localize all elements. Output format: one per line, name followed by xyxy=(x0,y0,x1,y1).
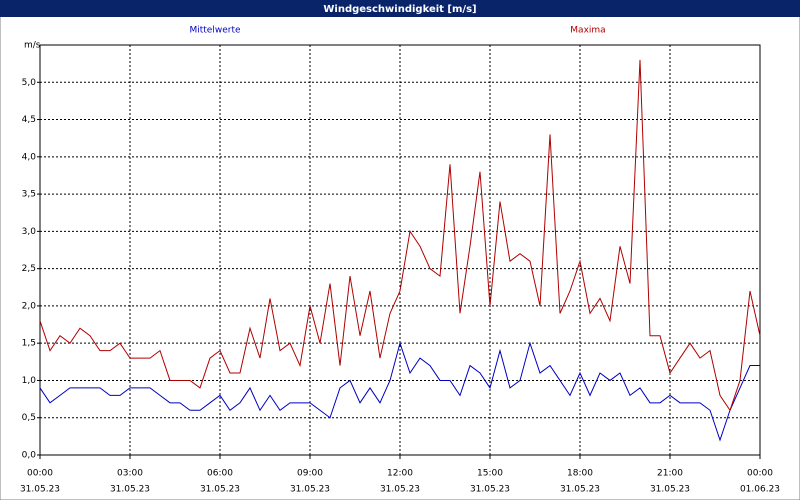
x-tick-date: 01.06.23 xyxy=(740,485,780,495)
x-tick-label: 15:00 xyxy=(477,469,503,479)
y-tick-label: 0,0 xyxy=(22,451,37,461)
y-tick-label: 2,5 xyxy=(22,264,36,274)
x-tick-label: 03:00 xyxy=(117,469,143,479)
x-tick-label: 18:00 xyxy=(567,469,593,479)
x-tick-date: 31.05.23 xyxy=(20,485,60,495)
series-line xyxy=(39,59,761,412)
x-tick-date: 31.05.23 xyxy=(560,485,600,495)
x-tick-date: 31.05.23 xyxy=(290,485,330,495)
y-tick-label: 1,5 xyxy=(22,339,36,349)
x-tick-date: 31.05.23 xyxy=(380,485,420,495)
series-line xyxy=(39,341,760,442)
y-tick-label: 5,0 xyxy=(22,78,37,88)
x-tick-label: 09:00 xyxy=(297,469,323,479)
y-tick-label: 1,0 xyxy=(22,376,37,386)
chart-title: Windgeschwindigkeit [m/s] xyxy=(323,4,476,15)
legend-label: Maxima xyxy=(570,26,605,36)
x-tick-date: 31.05.23 xyxy=(200,485,240,495)
y-tick-label: 3,0 xyxy=(22,227,37,237)
y-tick-label: 2,0 xyxy=(22,301,37,311)
x-tick-label: 06:00 xyxy=(207,469,233,479)
x-tick-label: 12:00 xyxy=(387,469,413,479)
x-tick-label: 21:00 xyxy=(657,469,683,479)
x-tick-date: 31.05.23 xyxy=(650,485,690,495)
x-tick-date: 31.05.23 xyxy=(110,485,150,495)
y-tick-label: 4,5 xyxy=(22,115,36,125)
x-tick-date: 31.05.23 xyxy=(470,485,510,495)
y-unit: m/s xyxy=(24,41,41,51)
y-tick-label: 3,5 xyxy=(22,190,36,200)
y-tick-label: 4,0 xyxy=(22,152,37,162)
x-tick-label: 00:00 xyxy=(747,469,773,479)
title-bar xyxy=(0,0,800,17)
x-tick-label: 00:00 xyxy=(27,469,53,479)
y-tick-label: 0,5 xyxy=(22,413,36,423)
legend-label: Mittelwerte xyxy=(189,26,240,36)
